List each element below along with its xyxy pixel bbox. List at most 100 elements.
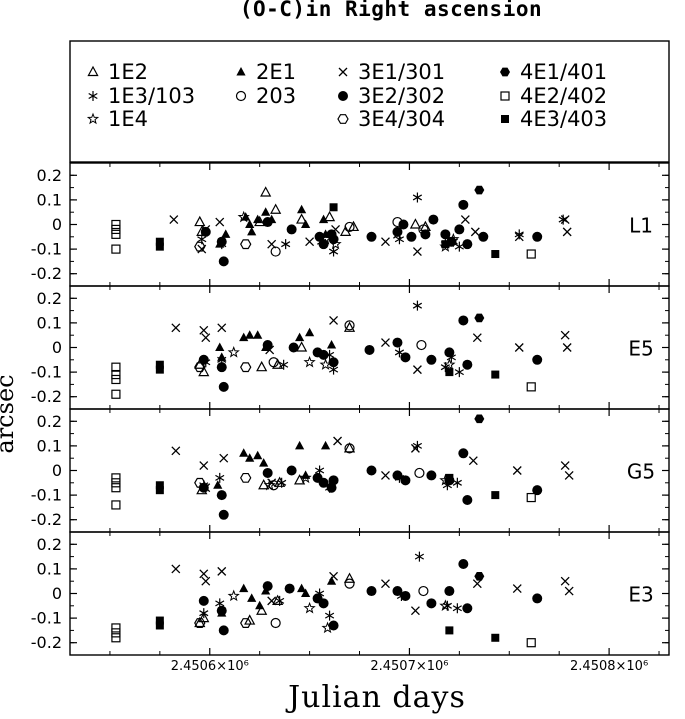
legend-marker-4e2-402 xyxy=(500,91,510,101)
data-point-4e2-402 xyxy=(111,500,121,510)
data-point-2e1 xyxy=(295,440,305,450)
data-point-3e1-301 xyxy=(171,446,181,456)
legend-item-1e2: 1E2 xyxy=(87,60,148,84)
legend-label: 1E2 xyxy=(108,60,148,84)
data-point-3e1-301 xyxy=(460,215,470,225)
data-point-4e1-401 xyxy=(474,313,485,323)
legend-marker-3e4-304 xyxy=(337,114,349,124)
data-point-4e2-402 xyxy=(111,224,121,235)
series-1e3-103 xyxy=(197,192,568,257)
legend-label: 1E3/103 xyxy=(108,84,195,108)
y-tick-label: -0.1 xyxy=(31,609,62,628)
data-point-1e2 xyxy=(296,341,308,352)
legend-item-1e3-103: 1E3/103 xyxy=(88,84,195,108)
legend-marker-1e4 xyxy=(86,112,100,125)
series-4e1-401 xyxy=(474,414,485,424)
data-point-4e3-403 xyxy=(491,633,500,642)
data-point-3e1-301 xyxy=(169,215,179,225)
data-point-203 xyxy=(344,221,355,233)
data-point-2e1 xyxy=(221,229,231,238)
data-point-3e2-302 xyxy=(318,477,329,488)
data-point-2e1 xyxy=(253,450,263,460)
series-4e3-403 xyxy=(155,203,500,259)
data-point-3e2-302 xyxy=(458,448,469,459)
x-tick-label: 2.4507×10⁶ xyxy=(370,659,448,674)
data-point-1e3-103 xyxy=(215,472,225,483)
data-point-3e1-301 xyxy=(381,237,390,247)
data-point-3e2-302 xyxy=(216,490,227,501)
y-tick-label: -0.1 xyxy=(31,240,62,259)
data-point-4e2-402 xyxy=(111,374,121,385)
data-point-1e3-103 xyxy=(454,241,464,252)
legend-item-2e1: 2E1 xyxy=(236,60,296,84)
data-point-4e2-402 xyxy=(111,219,121,230)
data-point-2e1 xyxy=(239,583,249,593)
data-point-3e1-301 xyxy=(333,436,343,446)
data-point-1e2 xyxy=(419,220,432,232)
data-point-1e2 xyxy=(294,474,306,485)
data-point-2e1 xyxy=(247,593,257,602)
data-point-2e1 xyxy=(261,207,271,216)
data-point-4e3-403 xyxy=(155,360,164,369)
data-point-3e1-301 xyxy=(470,227,480,237)
y-tick-label: 0.1 xyxy=(37,190,62,209)
series-3e4-304 xyxy=(194,472,252,488)
data-point-3e2-302 xyxy=(426,354,437,365)
data-point-4e2-402 xyxy=(526,382,536,392)
legend-item-3e2-302: 3E2/302 xyxy=(338,84,445,108)
data-point-1e3-103 xyxy=(412,300,423,311)
legend-item-203: 203 xyxy=(235,84,296,108)
legend-label: 4E1/401 xyxy=(520,60,607,84)
y-tick-label: 0 xyxy=(52,338,62,357)
data-point-3e2-302 xyxy=(198,595,209,606)
data-point-3e2-302 xyxy=(444,586,455,597)
y-tick-label: 0 xyxy=(52,215,62,234)
data-point-2e1 xyxy=(326,340,337,349)
data-point-4e2-402 xyxy=(526,492,536,503)
legend-item-3e1-301: 3E1/301 xyxy=(338,60,445,84)
data-point-3e2-302 xyxy=(392,337,403,348)
data-point-1e2 xyxy=(244,614,256,625)
data-point-3e4-304 xyxy=(240,239,252,250)
data-point-2e1 xyxy=(247,226,257,236)
data-point-3e2-302 xyxy=(288,342,299,353)
legend-label: 1E4 xyxy=(108,107,148,131)
series-3e2-302 xyxy=(200,199,543,267)
data-point-3e2-302 xyxy=(458,199,469,210)
panel-e3: 0.2 0.1 0 -0.1 -0.2 E3 xyxy=(31,531,670,656)
series-4e2-402 xyxy=(111,219,536,259)
data-point-203 xyxy=(416,339,427,351)
data-point-3e2-302 xyxy=(328,475,339,486)
data-point-1e2 xyxy=(194,616,206,628)
legend-label: 3E4/304 xyxy=(358,107,445,131)
data-point-3e1-301 xyxy=(514,232,524,242)
data-point-3e2-302 xyxy=(262,581,273,592)
data-point-3e1-301 xyxy=(201,576,211,586)
data-point-3e2-302 xyxy=(426,598,437,609)
series-2e1 xyxy=(213,440,331,489)
data-point-3e2-302 xyxy=(462,495,473,506)
data-point-2e1 xyxy=(213,480,223,489)
y-tick-label: 0.2 xyxy=(37,535,62,554)
data-point-3e2-302 xyxy=(532,593,543,604)
data-point-2e1 xyxy=(245,330,255,339)
series-203 xyxy=(268,320,427,368)
data-point-4e3-403 xyxy=(445,368,454,377)
data-point-3e2-302 xyxy=(454,224,465,235)
data-point-1e3-103 xyxy=(199,608,209,619)
data-point-3e2-302 xyxy=(262,467,273,478)
data-point-4e3-403 xyxy=(155,237,164,246)
data-point-3e2-302 xyxy=(462,359,473,370)
data-point-2e1 xyxy=(301,470,311,479)
data-point-3e1-301 xyxy=(305,237,315,247)
data-point-3e4-304 xyxy=(194,362,206,373)
y-axis-title: arcsec xyxy=(0,374,19,453)
panel-label: E5 xyxy=(628,337,653,361)
data-point-2e1 xyxy=(245,219,255,228)
legend-box xyxy=(69,40,670,163)
data-point-1e3-103 xyxy=(328,246,339,257)
data-point-3e2-302 xyxy=(216,362,227,373)
data-point-1e2 xyxy=(256,604,268,615)
data-point-3e1-301 xyxy=(564,470,574,480)
